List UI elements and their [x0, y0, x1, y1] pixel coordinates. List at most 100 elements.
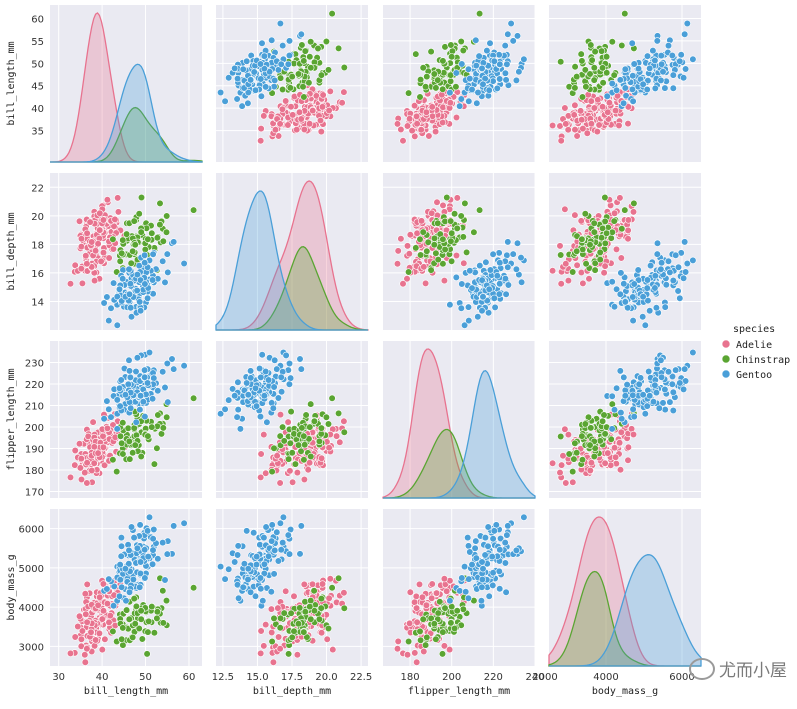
point-gentoo [483, 46, 491, 55]
point-adelie [278, 105, 287, 113]
point-gentoo [277, 546, 285, 554]
x-tick-label: 30 [52, 672, 65, 683]
point-chinstrap [286, 439, 294, 447]
point-chinstrap [422, 83, 430, 91]
point-adelie [260, 431, 268, 439]
point-gentoo [485, 285, 493, 293]
point-chinstrap [432, 84, 440, 92]
point-gentoo [136, 406, 144, 414]
point-chinstrap [590, 228, 598, 236]
point-gentoo [243, 379, 251, 387]
point-gentoo [271, 76, 279, 84]
point-gentoo [679, 274, 688, 282]
point-gentoo [105, 575, 113, 583]
point-adelie [289, 111, 297, 119]
point-chinstrap [307, 615, 315, 623]
panel-bill_length_mm-vs-bill_length_mm [50, 5, 203, 163]
point-gentoo [127, 304, 135, 312]
point-adelie [271, 126, 280, 134]
point-adelie [562, 260, 570, 268]
point-gentoo [643, 52, 652, 60]
point-adelie [111, 215, 119, 223]
point-gentoo [462, 588, 470, 596]
point-gentoo [478, 307, 486, 315]
point-gentoo [126, 373, 134, 382]
point-gentoo [645, 367, 653, 376]
x-tick-label: 17.5 [281, 672, 303, 683]
point-gentoo [608, 392, 616, 400]
point-chinstrap [599, 79, 607, 87]
panel-bill_depth_mm-vs-bill_depth_mm [215, 173, 369, 331]
point-chinstrap [340, 63, 348, 72]
point-gentoo [244, 88, 252, 97]
point-adelie [433, 589, 441, 597]
panel-background [50, 341, 202, 498]
point-gentoo [501, 275, 510, 283]
point-chinstrap [447, 619, 455, 627]
point-chinstrap [571, 84, 579, 92]
point-gentoo [473, 99, 481, 107]
point-chinstrap [608, 38, 616, 46]
point-gentoo [260, 392, 268, 400]
point-chinstrap [602, 229, 611, 237]
point-chinstrap [137, 228, 145, 236]
point-gentoo [239, 65, 247, 73]
point-gentoo [461, 321, 469, 329]
point-chinstrap [587, 424, 595, 432]
point-gentoo [501, 538, 509, 547]
point-adelie [82, 610, 90, 618]
point-chinstrap [317, 594, 326, 603]
point-gentoo [256, 364, 264, 373]
point-chinstrap [109, 627, 117, 636]
point-gentoo [616, 76, 624, 84]
point-adelie [114, 208, 122, 216]
point-chinstrap [127, 259, 135, 267]
point-chinstrap [270, 614, 278, 623]
point-adelie [611, 106, 620, 115]
point-chinstrap [131, 241, 139, 249]
point-adelie [590, 104, 599, 112]
point-gentoo [643, 284, 651, 292]
point-chinstrap [447, 77, 455, 85]
point-gentoo [141, 574, 149, 582]
point-chinstrap [307, 452, 315, 461]
point-adelie [624, 216, 633, 224]
point-gentoo [163, 359, 171, 368]
point-adelie [269, 658, 278, 666]
point-gentoo [115, 384, 124, 392]
y-tick-label: 220 [25, 380, 44, 391]
point-gentoo [247, 588, 255, 596]
point-gentoo [457, 95, 465, 103]
point-adelie [300, 475, 309, 484]
point-chinstrap [307, 400, 315, 408]
point-gentoo [221, 97, 229, 105]
point-gentoo [520, 55, 528, 63]
point-gentoo [652, 389, 661, 397]
point-gentoo [262, 523, 270, 531]
point-gentoo [234, 542, 242, 550]
point-chinstrap [590, 64, 598, 72]
point-gentoo [489, 77, 497, 85]
panel-body_mass_g-vs-body_mass_g [548, 509, 702, 667]
point-gentoo [517, 254, 525, 262]
point-gentoo [657, 76, 665, 84]
point-chinstrap [582, 260, 590, 268]
point-gentoo [466, 548, 474, 556]
point-adelie [276, 120, 284, 128]
point-gentoo [659, 68, 667, 76]
point-chinstrap [591, 47, 599, 56]
point-chinstrap [439, 85, 447, 93]
point-gentoo [489, 569, 497, 577]
point-adelie [452, 251, 461, 260]
y-tick-label: 16 [31, 269, 44, 280]
point-gentoo [141, 413, 149, 421]
point-chinstrap [153, 234, 161, 242]
point-gentoo [644, 76, 652, 85]
point-adelie [439, 103, 447, 111]
point-chinstrap [448, 257, 456, 265]
point-adelie [428, 209, 436, 217]
wechat-icon [689, 657, 715, 680]
point-adelie [570, 111, 578, 119]
point-adelie [453, 194, 461, 202]
point-adelie [325, 594, 333, 602]
